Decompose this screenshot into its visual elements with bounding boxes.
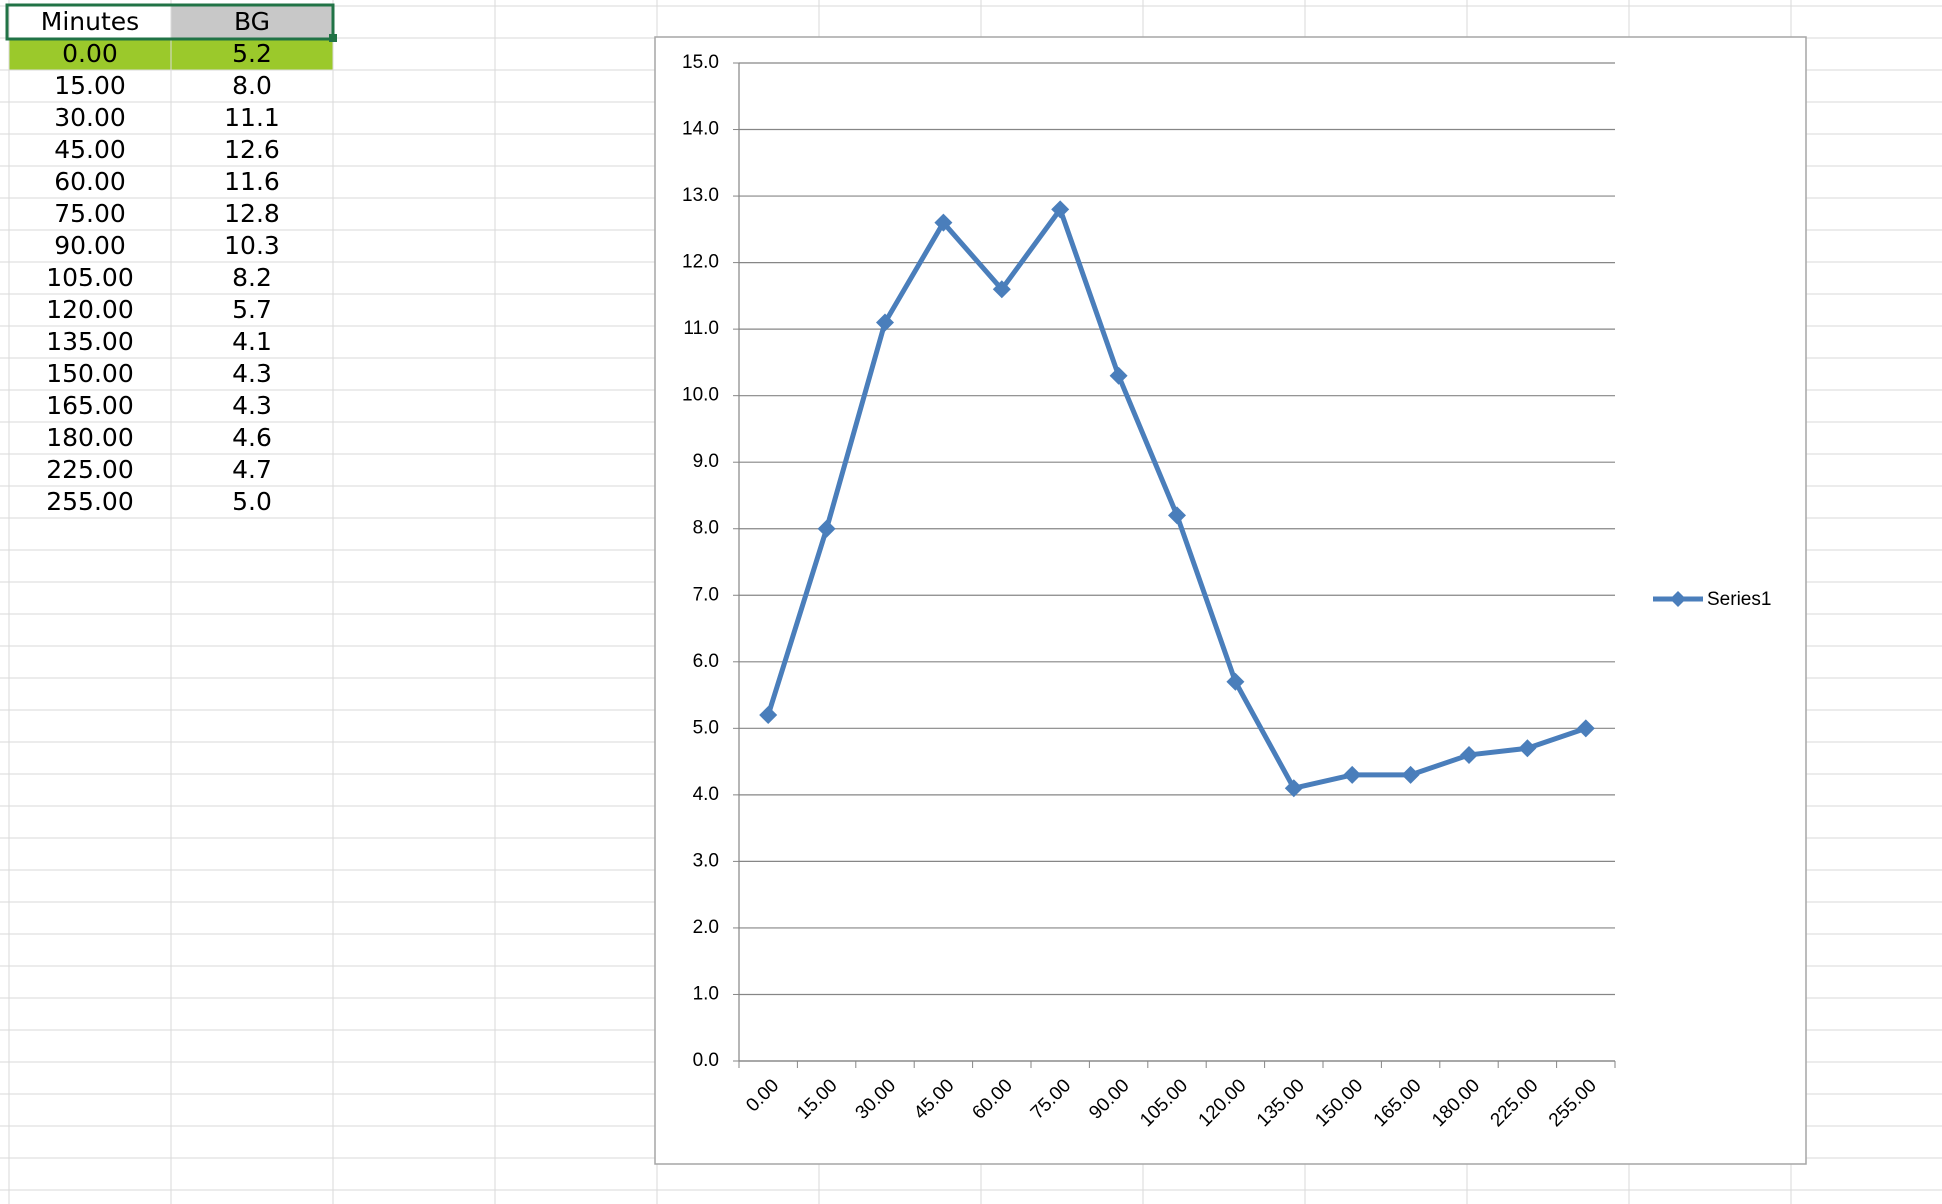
cell-text[interactable]: 8.0 [232,71,272,100]
marker [817,519,836,538]
cell-text[interactable]: 30.00 [54,103,126,132]
marker [1226,672,1245,691]
legend-marker [1670,591,1686,607]
y-tick-label: 10.0 [682,385,719,406]
y-tick-label: 14.0 [682,119,719,140]
marker [1051,200,1070,219]
cell-text[interactable]: 0.00 [62,39,118,68]
y-tick-label: 5.0 [693,717,719,738]
y-tick-label: 0.0 [693,1050,719,1071]
cell-text[interactable]: 8.2 [232,263,272,292]
cell-text[interactable]: 135.00 [46,327,133,356]
cell-text[interactable]: 255.00 [46,487,133,516]
y-tick-label: 8.0 [693,518,719,539]
cell-text[interactable]: 150.00 [46,359,133,388]
selection-handle [329,34,337,42]
cell-text[interactable]: 90.00 [54,231,126,260]
cell-text[interactable]: 4.6 [232,423,272,452]
y-tick-label: 2.0 [693,917,719,938]
cell-text[interactable]: 11.6 [224,167,280,196]
y-tick-label: 13.0 [682,185,719,206]
cell-text[interactable]: 5.2 [232,39,272,68]
marker [1284,779,1303,798]
y-tick-label: 15.0 [682,52,719,73]
marker [1460,745,1478,764]
cell-text[interactable]: 225.00 [46,455,133,484]
marker [934,213,953,232]
marker [1518,739,1537,758]
y-tick-label: 12.0 [682,252,719,273]
marker [759,706,778,725]
cell-text[interactable]: 75.00 [54,199,126,228]
header-cell-bg [171,6,333,38]
y-tick-label: 9.0 [693,451,719,472]
selection-border [5,3,335,41]
cell-text[interactable]: 4.3 [232,391,272,420]
cell-text[interactable]: 165.00 [46,391,133,420]
y-tick-label: 3.0 [693,850,719,871]
y-tick-label: 6.0 [693,651,719,672]
marker [992,280,1011,299]
legend-label: Series1 [1707,589,1771,610]
y-tick-label: 7.0 [693,584,719,605]
marker [1343,765,1362,784]
cell-text[interactable]: 12.6 [224,135,280,164]
cell-text[interactable]: 60.00 [54,167,126,196]
cell-text[interactable]: 105.00 [46,263,133,292]
cell-text[interactable]: 12.8 [224,199,280,228]
cell-text[interactable]: 4.3 [232,359,272,388]
column-header[interactable]: Minutes [41,7,139,36]
cell-text[interactable]: 15.00 [54,71,126,100]
marker [1109,366,1128,385]
y-tick-label: 11.0 [683,318,719,339]
cell-text[interactable]: 180.00 [46,423,133,452]
y-tick-label: 4.0 [693,784,719,805]
marker [1401,765,1420,784]
cell-text[interactable]: 5.0 [232,487,272,516]
marker [876,313,894,332]
cell-text[interactable]: 4.1 [232,327,272,356]
cell-text[interactable]: 5.7 [232,295,272,324]
column-header[interactable]: BG [234,7,270,36]
marker [1168,506,1186,525]
y-tick-label: 1.0 [693,983,719,1004]
cell-text[interactable]: 120.00 [46,295,133,324]
cell-text[interactable]: 10.3 [224,231,280,260]
chart-area[interactable] [654,36,1807,1165]
cell-text[interactable]: 11.1 [224,103,280,132]
cell-text[interactable]: 4.7 [232,455,272,484]
marker [1576,719,1595,738]
cell-text[interactable]: 45.00 [54,135,126,164]
